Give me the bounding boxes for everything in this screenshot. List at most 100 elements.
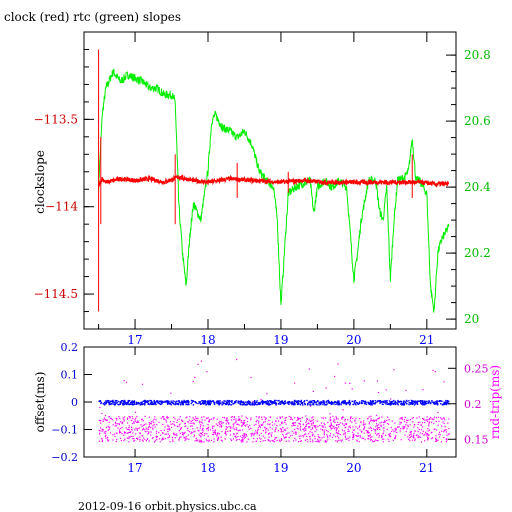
rndtrip-point (319, 424, 321, 426)
rndtrip-point (265, 429, 267, 431)
offset-point (162, 400, 164, 403)
rndtrip-point (291, 422, 294, 425)
offset-point (370, 404, 372, 406)
rndtrip-point (426, 420, 429, 422)
rndtrip-point (239, 419, 241, 421)
rndtrip-point (395, 435, 397, 437)
rndtrip-point (246, 424, 248, 426)
offset-point (147, 401, 149, 404)
rndtrip-point (279, 428, 281, 430)
rndtrip-point (417, 427, 419, 429)
offset-point (393, 403, 395, 405)
offset-point (147, 402, 150, 405)
rndtrip-point (127, 417, 129, 419)
rndtrip-point (445, 429, 447, 431)
offset-point (403, 400, 405, 402)
offset-point (114, 401, 116, 404)
offset-point (172, 402, 175, 405)
offset-point (128, 400, 130, 402)
offset-point (379, 402, 381, 404)
rndtrip-point (375, 420, 377, 422)
rndtrip-point (435, 440, 437, 442)
rndtrip-point (179, 432, 181, 434)
rndtrip-point (285, 416, 287, 419)
rndtrip-point (281, 416, 283, 418)
rndtrip-point (233, 433, 235, 436)
offset-point (416, 401, 419, 403)
rndtrip-point (338, 433, 340, 435)
rndtrip-point (221, 421, 223, 423)
offset-point (319, 401, 321, 404)
rndtrip-point (275, 420, 277, 422)
rndtrip-point (182, 420, 184, 422)
rndtrip-point (189, 419, 191, 421)
rndtrip-point (199, 422, 201, 424)
rndtrip-point (310, 420, 312, 422)
offset-point (364, 401, 366, 403)
rndtrip-point (372, 441, 374, 443)
offset-point (386, 402, 388, 404)
rndtrip-point (260, 432, 262, 434)
rndtrip-point (225, 426, 227, 428)
bottom-y-tick-label: 0 (71, 396, 78, 409)
offset-point (153, 403, 155, 405)
rndtrip-point (371, 420, 374, 422)
rndtrip-point (389, 434, 391, 436)
rndtrip-point (392, 429, 394, 431)
rndtrip-point (394, 436, 396, 438)
rndtrip-point (327, 439, 329, 441)
offset-point (410, 403, 412, 405)
rndtrip-point (114, 435, 116, 437)
rndtrip-point (235, 435, 237, 437)
rndtrip-point (363, 428, 365, 430)
offset-point (221, 404, 223, 406)
rndtrip-point (217, 436, 220, 438)
rndtrip-point (119, 427, 122, 430)
offset-point (219, 400, 221, 402)
rndtrip-point (166, 415, 168, 418)
offset-point (377, 400, 379, 402)
offset-point (307, 402, 309, 405)
rndtrip-point (140, 424, 142, 426)
rndtrip-point (430, 432, 432, 434)
rndtrip-point (347, 428, 349, 430)
rndtrip-point (347, 437, 349, 439)
rndtrip-point (102, 420, 104, 422)
rndtrip-point (381, 438, 384, 440)
rndtrip-point (356, 435, 358, 438)
offset-point (422, 404, 424, 406)
rndtrip-point (99, 440, 101, 442)
offset-point (247, 401, 249, 404)
rndtrip-point (124, 432, 126, 434)
rndtrip-point (256, 433, 258, 435)
offset-point (263, 401, 265, 403)
rndtrip-point (305, 433, 307, 435)
rndtrip-point (388, 423, 390, 425)
offset-point (235, 400, 237, 402)
offset-point (182, 402, 184, 404)
rndtrip-point (268, 436, 270, 438)
rndtrip-point (349, 425, 351, 427)
rndtrip-point (359, 436, 361, 438)
rndtrip-point (406, 422, 408, 424)
rndtrip-point (294, 428, 296, 430)
rndtrip-point (312, 419, 314, 421)
rndtrip-point (311, 428, 314, 430)
rndtrip-point (433, 422, 435, 425)
rndtrip-point (165, 433, 167, 435)
rndtrip-point (337, 439, 339, 442)
rndtrip-point (335, 440, 337, 442)
rndtrip-point (121, 433, 123, 435)
rndtrip-point (338, 437, 340, 439)
offset-point (374, 402, 376, 404)
rndtrip-point (128, 425, 130, 427)
rndtrip-point (368, 438, 370, 440)
offset-point (127, 403, 129, 405)
offset-point (293, 399, 296, 402)
rndtrip-point (342, 423, 344, 425)
offset-point (299, 400, 302, 403)
rndtrip-point (99, 420, 101, 422)
rndtrip-point (268, 419, 270, 422)
rndtrip-point (333, 434, 335, 436)
offset-point (151, 401, 153, 404)
